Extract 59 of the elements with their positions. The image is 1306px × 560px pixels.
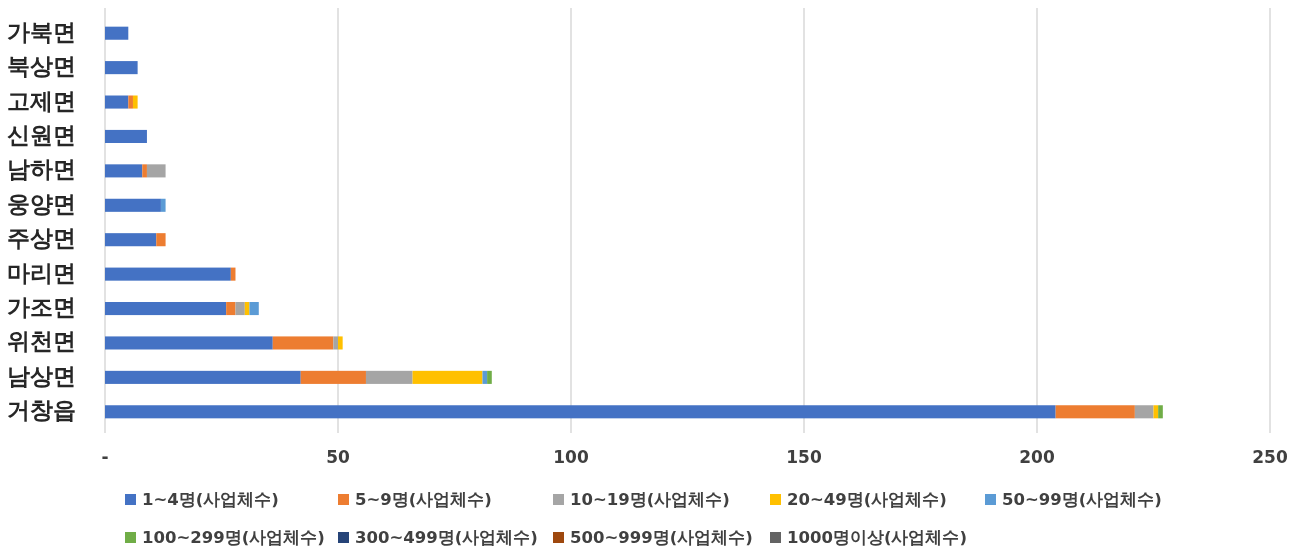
bar [105,164,143,178]
bar [105,26,129,40]
bar [105,405,1056,419]
legend-label: 1000명이상(사업체수) [787,527,968,547]
bar [333,336,338,350]
legend-label: 100~299명(사업체수) [142,527,325,547]
legend-label: 500~999명(사업체수) [570,527,753,547]
bar [146,164,166,178]
x-tick-label: 50 [326,447,350,467]
y-tick-label: 고제면 [7,87,76,114]
y-tick-label: 북상면 [7,53,76,80]
y-tick-label: 마리면 [7,259,76,286]
bar [235,302,245,316]
bar [160,198,166,212]
y-tick-label: 가북면 [7,18,76,45]
legend-label: 300~499명(사업체수) [355,527,538,547]
bar [487,370,492,384]
bar [105,95,129,109]
x-tick-label: 100 [553,447,589,467]
legend-label: 1~4명(사업체수) [142,489,279,509]
bar [300,370,366,384]
bar [105,267,231,281]
legend-label: 50~99명(사업체수) [1002,489,1162,509]
bar [132,95,138,109]
bar [412,370,483,384]
legend-label: 10~19명(사업체수) [570,489,730,509]
bar [272,336,334,350]
bar [226,302,236,316]
bar [105,336,273,350]
bar [105,61,138,75]
bar [105,233,157,247]
bar [249,302,259,316]
y-tick-label: 거창읍 [7,397,76,424]
bar [365,370,413,384]
x-tick-label: 200 [1019,447,1055,467]
x-tick-label: 250 [1252,447,1288,467]
legend-label: 20~49명(사업체수) [787,489,947,509]
bar [338,336,343,350]
x-tick-label: - [101,447,109,467]
bar [105,198,161,212]
y-tick-label: 신원면 [7,121,76,148]
y-tick-label: 남상면 [7,362,76,389]
bar [105,129,147,143]
bar [1134,405,1154,419]
bar [482,370,488,384]
y-tick-label: 가조면 [7,294,76,321]
bar [105,302,227,316]
y-tick-label: 주상면 [7,225,76,252]
bar [105,370,301,384]
y-tick-label: 웅양면 [7,190,76,217]
bar [1158,405,1163,419]
y-tick-label: 남하면 [7,156,76,183]
bar [142,164,147,178]
x-tick-label: 150 [786,447,822,467]
bar [156,233,166,247]
bar [1055,405,1135,419]
bar [128,95,133,109]
legend-label: 5~9명(사업체수) [355,489,492,509]
y-tick-label: 위천면 [7,328,76,355]
